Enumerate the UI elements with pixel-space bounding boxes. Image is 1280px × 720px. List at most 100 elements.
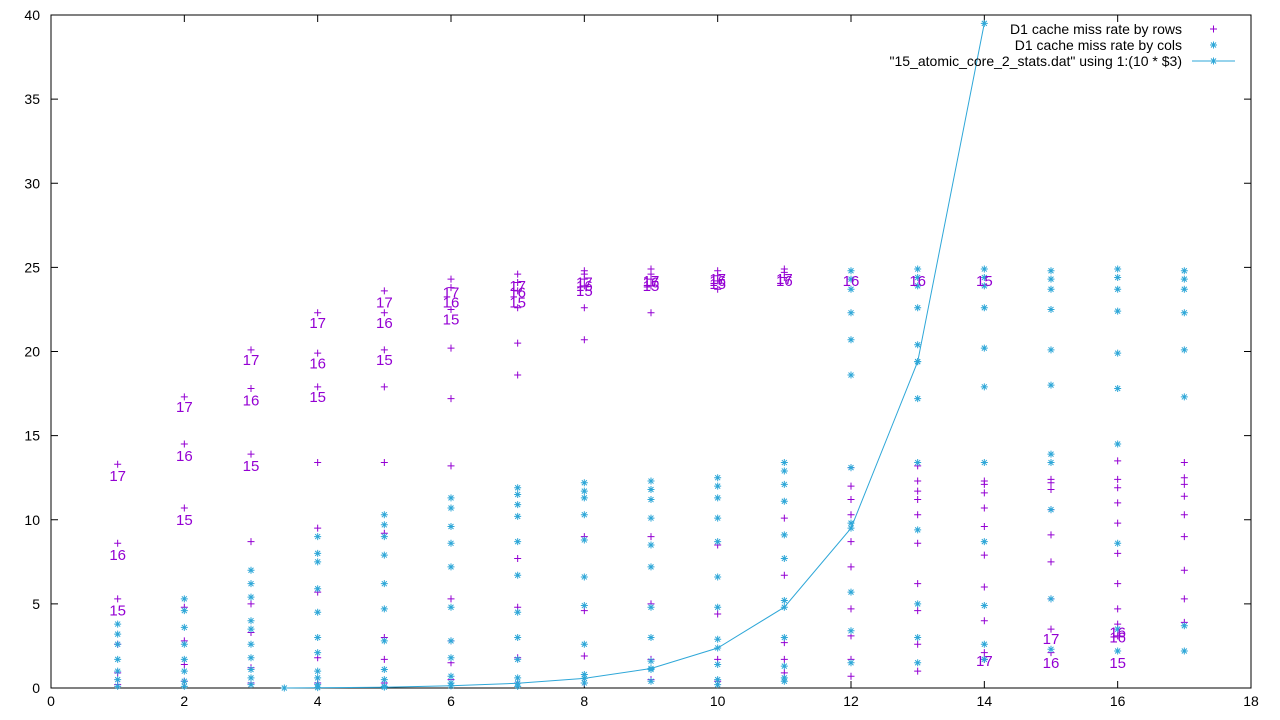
star-marker (1180, 647, 1188, 655)
plus-marker (847, 496, 855, 504)
plus-marker (847, 511, 855, 519)
plus-marker (714, 267, 722, 275)
star-marker (314, 634, 322, 642)
point-annotation: 17 (643, 273, 660, 290)
point-annotation: 17 (243, 352, 260, 369)
star-marker (980, 538, 988, 546)
star-marker (114, 676, 122, 684)
star-marker (314, 667, 322, 675)
point-annotation: 15 (976, 273, 993, 290)
star-marker (847, 267, 855, 275)
star-marker (114, 620, 122, 628)
star-marker (1180, 285, 1188, 293)
axis-ticks: 0 2 4 6 8 10 12 14 16 18 0 5 10 15 20 25 30 35 40 (24, 7, 1259, 709)
plus-marker (914, 667, 922, 675)
star-marker (1180, 275, 1188, 283)
plus-marker (247, 346, 255, 354)
plus-marker (114, 595, 122, 603)
star-marker (247, 566, 255, 574)
star-marker (1114, 307, 1122, 315)
star-marker (380, 521, 388, 529)
star-marker (914, 304, 922, 312)
star-marker (447, 654, 455, 662)
point-annotation: 15 (509, 295, 526, 312)
star-marker (247, 593, 255, 601)
x-tick-label: 12 (843, 693, 859, 709)
plus-marker (447, 305, 455, 313)
star-marker (247, 617, 255, 625)
star-marker (980, 282, 988, 290)
point-annotation: 17 (976, 653, 993, 670)
star-marker (914, 395, 922, 403)
plus-marker (714, 610, 722, 618)
y-tick-label: 5 (32, 596, 40, 612)
star-marker (1180, 346, 1188, 354)
star-marker (914, 358, 922, 366)
plus-marker (1180, 474, 1188, 482)
y-tick-label: 10 (24, 512, 40, 528)
plus-marker (580, 652, 588, 660)
plus-marker (447, 275, 455, 283)
x-tick-label: 6 (447, 693, 455, 709)
star-marker (1047, 381, 1055, 389)
star-marker (380, 533, 388, 541)
plus-marker (447, 284, 455, 292)
star-marker (714, 482, 722, 490)
plus-marker (247, 385, 255, 393)
star-marker (714, 474, 722, 482)
star-marker (447, 494, 455, 502)
star-marker (1114, 285, 1122, 293)
star-marker (514, 674, 522, 682)
star-marker (647, 541, 655, 549)
y-tick-label: 20 (24, 344, 40, 360)
plus-marker (914, 640, 922, 648)
star-marker (1114, 349, 1122, 357)
star-marker (847, 371, 855, 379)
plus-marker (914, 496, 922, 504)
plus-marker (514, 287, 522, 295)
star-marker (914, 282, 922, 290)
point-annotation: 16 (109, 547, 126, 564)
star-marker (180, 655, 188, 663)
data-points (114, 265, 1188, 690)
star-marker (247, 665, 255, 673)
point-annotation: 16 (909, 273, 926, 290)
plus-marker (1114, 605, 1122, 613)
point-annotation: 16 (376, 315, 393, 332)
star-marker (380, 580, 388, 588)
star-marker (1047, 506, 1055, 514)
plus-marker (514, 339, 522, 347)
star-marker (1047, 450, 1055, 458)
star-marker (914, 634, 922, 642)
star-marker (447, 504, 455, 512)
plus-marker (980, 522, 988, 530)
plus-marker (514, 279, 522, 287)
star-marker (980, 640, 988, 648)
star-marker (714, 573, 722, 581)
star-marker (914, 526, 922, 534)
star-marker (447, 603, 455, 611)
star-marker (1047, 285, 1055, 293)
point-annotation: 15 (576, 283, 593, 300)
star-marker (780, 497, 788, 505)
plus-marker (1047, 625, 1055, 633)
star-marker (647, 664, 655, 672)
point-annotation: 15 (176, 512, 193, 529)
star-marker (1114, 440, 1122, 448)
star-marker (447, 672, 455, 680)
plus-marker (914, 539, 922, 547)
star-marker (314, 684, 322, 692)
plot-frame (50, 14, 1252, 689)
plus-marker (1180, 595, 1188, 603)
star-marker (914, 659, 922, 667)
point-annotation: 17 (509, 278, 526, 295)
star-marker (514, 634, 522, 642)
point-annotation: 15 (109, 603, 126, 620)
annotations: 1516171516171516171516171516171516171516… (109, 271, 1126, 672)
star-marker (1047, 595, 1055, 603)
star-marker (247, 674, 255, 682)
star-marker (247, 625, 255, 633)
plus-marker (780, 514, 788, 522)
star-marker (714, 494, 722, 502)
